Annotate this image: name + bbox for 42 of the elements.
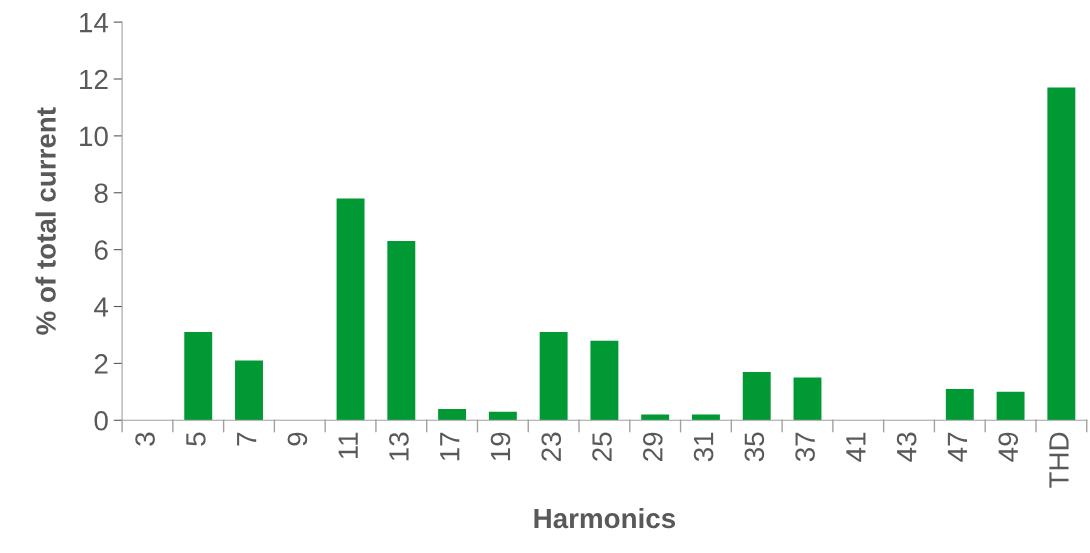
x-tick-label: 47 — [947, 432, 967, 462]
y-tick-label: 10 — [80, 126, 108, 147]
y-tick-label: 8 — [94, 183, 108, 204]
x-tick-label: 3 — [135, 432, 155, 446]
bar — [996, 391, 1025, 421]
y-axis-title: % of total current — [35, 107, 56, 335]
x-axis-title: Harmonics — [534, 507, 676, 529]
y-tick-label: 6 — [94, 240, 108, 260]
x-tick-label: 35 — [744, 432, 765, 462]
bar — [793, 377, 822, 421]
x-tick-label: THD — [1049, 432, 1069, 488]
x-tick-label: 49 — [998, 432, 1019, 462]
x-tick-label: 5 — [186, 432, 206, 446]
x-tick-label: 29 — [642, 432, 663, 461]
bar — [1047, 87, 1076, 421]
bar — [235, 360, 263, 421]
bar — [539, 332, 568, 421]
y-tick-label: 0 — [94, 410, 108, 431]
y-tick-label: 14 — [80, 13, 109, 33]
bar — [438, 408, 467, 421]
x-tick-label: 17 — [440, 432, 460, 461]
bar — [488, 411, 517, 421]
x-tick-label: 13 — [389, 432, 409, 461]
x-tick-label: 23 — [541, 432, 562, 461]
x-tick-label: 37 — [795, 432, 815, 462]
bar — [742, 371, 771, 421]
x-tick-label: 11 — [338, 432, 358, 459]
y-tick-label: 12 — [80, 69, 108, 90]
x-tick-label: 41 — [846, 432, 866, 462]
x-tick-label: 7 — [237, 432, 257, 446]
bar — [336, 198, 365, 421]
bar — [945, 389, 974, 421]
x-tick-label: 19 — [490, 432, 511, 461]
x-tick-label: 31 — [693, 432, 714, 462]
x-tick-label: 9 — [287, 432, 308, 446]
bar — [184, 332, 213, 421]
bar — [387, 241, 416, 421]
y-tick-label: 4 — [94, 297, 109, 317]
y-tick-label: 2 — [94, 354, 108, 374]
x-tick-label: 25 — [592, 432, 612, 461]
bar — [590, 340, 619, 421]
x-tick-label: 43 — [896, 432, 917, 462]
